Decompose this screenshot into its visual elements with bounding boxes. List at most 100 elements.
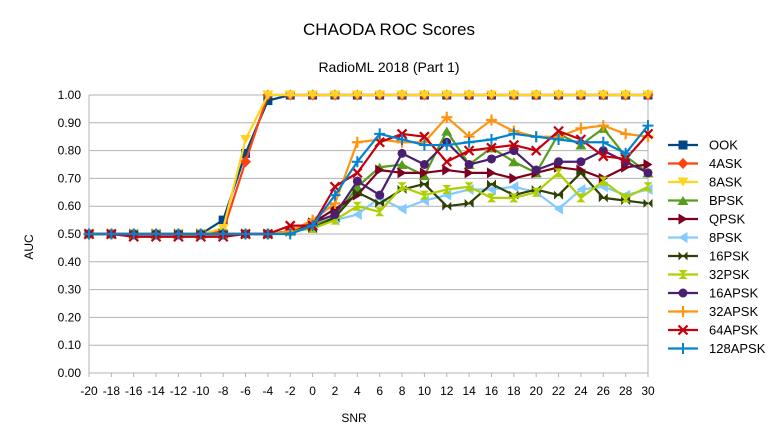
x-tick-label: -10: [192, 384, 210, 398]
data-point: [352, 176, 362, 186]
legend-swatch-marker: [677, 343, 689, 354]
legend-swatch-marker: [678, 232, 688, 243]
data-point: [598, 150, 609, 162]
data-point: [576, 193, 586, 203]
x-tick-label: 10: [418, 384, 432, 398]
data-point: [576, 157, 586, 167]
data-point: [508, 139, 520, 151]
y-tick-label: 0.70: [58, 171, 82, 185]
data-point: [598, 193, 608, 203]
legend-swatch-marker: [678, 140, 688, 150]
data-point: [486, 184, 496, 196]
data-point: [240, 134, 252, 144]
x-tick-label: -16: [125, 384, 143, 398]
series-4ask: [83, 89, 654, 240]
legend-label: 64APSK: [709, 323, 758, 338]
x-tick-label: 8: [399, 384, 406, 398]
data-point: [284, 220, 296, 231]
legend-entry: 4ASK: [668, 156, 743, 171]
data-point: [352, 187, 362, 197]
data-point: [485, 114, 497, 126]
data-point: [329, 90, 341, 100]
data-point: [576, 184, 586, 196]
series-lines: [83, 89, 654, 243]
legend-label: 16APSK: [709, 286, 758, 301]
data-point: [464, 160, 474, 169]
x-tick-label: 26: [597, 384, 611, 398]
legend-label: 8ASK: [709, 175, 743, 190]
data-point: [553, 90, 565, 100]
chart-title: CHAODA ROC Scores: [303, 20, 475, 39]
y-tick-label: 0.10: [58, 338, 82, 352]
data-point: [575, 136, 587, 148]
y-tick-label: 0.20: [58, 310, 82, 324]
data-point: [442, 185, 452, 195]
data-point: [530, 131, 542, 143]
data-point: [486, 179, 496, 189]
x-tick-label: -6: [240, 384, 251, 398]
legend-swatch-marker: [678, 270, 688, 279]
legend-label: 128APSK: [709, 341, 766, 356]
legend-entry: 16APSK: [668, 286, 758, 301]
x-tick-label: 18: [507, 384, 521, 398]
data-point: [396, 90, 408, 100]
legend-label: 32PSK: [709, 267, 750, 282]
x-tick-label: 12: [440, 384, 454, 398]
data-point: [351, 136, 363, 148]
legend-entry: OOK: [668, 138, 738, 153]
x-tick-label: 30: [641, 384, 655, 398]
data-point: [307, 90, 319, 100]
data-point: [531, 165, 541, 175]
series-128apsk: [83, 120, 654, 240]
data-point: [397, 148, 407, 158]
data-point: [442, 164, 452, 176]
legend-swatch-marker: [677, 196, 689, 205]
data-point: [643, 198, 653, 208]
legend-entry: 16PSK: [668, 249, 750, 264]
data-point: [486, 142, 497, 154]
series-line: [89, 185, 649, 236]
data-point: [485, 133, 497, 145]
data-point: [262, 228, 274, 240]
data-point: [509, 181, 519, 193]
data-point: [195, 228, 207, 240]
data-point: [240, 156, 252, 168]
data-point: [263, 96, 273, 106]
data-point: [241, 148, 251, 158]
data-point: [375, 207, 385, 217]
legend-label: QPSK: [709, 212, 745, 227]
data-point: [508, 128, 520, 140]
data-point: [217, 228, 229, 240]
data-point: [620, 128, 632, 140]
legend: OOK 4ASK 8ASK BPSK QPSK 8PSK 16PSK 32PSK 16APSK 3…: [668, 138, 766, 356]
data-point: [128, 228, 140, 240]
data-point: [419, 179, 429, 189]
data-point: [554, 157, 564, 167]
legend-swatch-marker: [678, 213, 688, 225]
data-point: [464, 182, 474, 192]
y-tick-label: 0.50: [58, 227, 82, 241]
legend-swatch-marker: [677, 324, 689, 336]
data-point: [643, 168, 653, 178]
y-tick-label: 0.90: [58, 116, 82, 130]
data-point: [530, 90, 542, 100]
data-point: [375, 164, 385, 176]
data-point: [419, 160, 429, 169]
data-point: [486, 167, 496, 179]
legend-swatch-marker: [678, 288, 688, 298]
data-point: [441, 126, 453, 136]
series-line: [89, 93, 648, 236]
data-point: [598, 176, 608, 186]
data-point: [396, 128, 408, 140]
data-point: [240, 228, 252, 240]
data-point: [375, 190, 385, 200]
x-tick-label: 16: [485, 384, 499, 398]
data-point: [330, 210, 340, 220]
data-point: [486, 193, 496, 203]
data-point: [464, 198, 474, 208]
x-tick-label: -4: [263, 384, 274, 398]
data-point: [419, 131, 430, 142]
x-axis-ticks: -20 -18 -16 -14 -12 -10 -8 -6 -4 -2 0 2 4 6 8 10 12 14 16 1…: [80, 373, 655, 398]
data-point: [351, 90, 363, 100]
